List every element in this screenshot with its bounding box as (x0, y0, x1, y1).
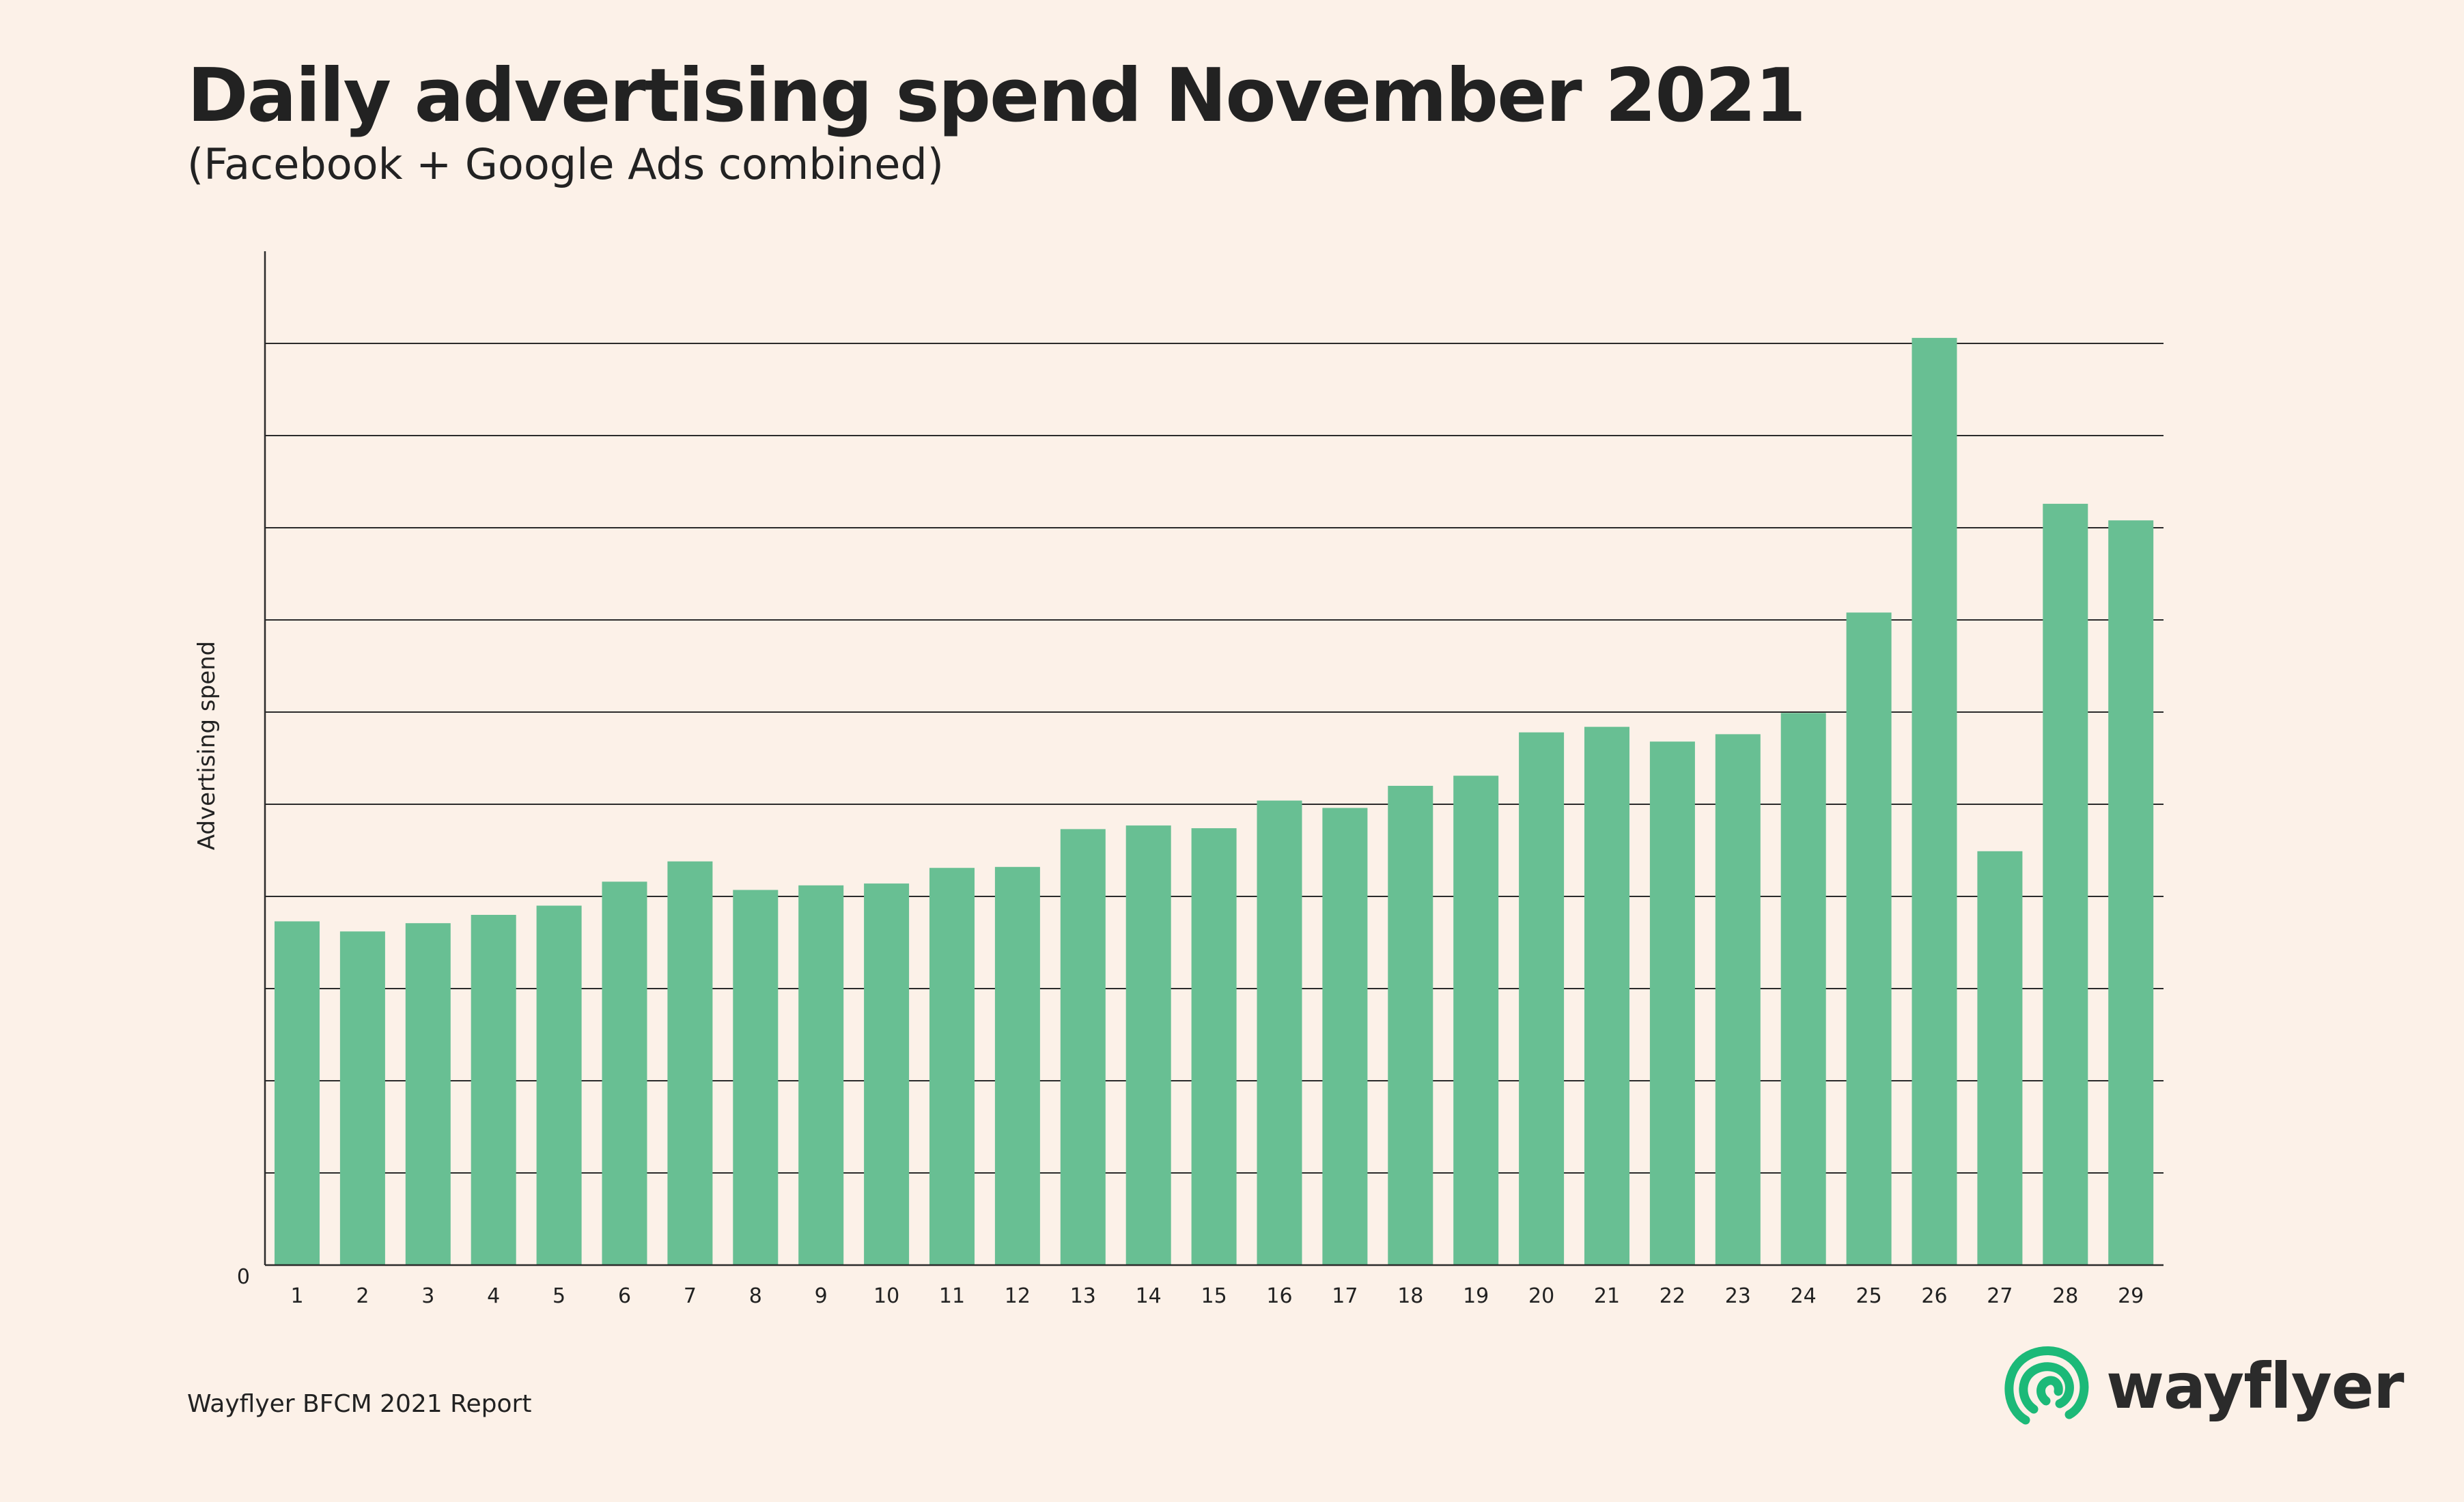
x-tick-label: 24 (1791, 1284, 1817, 1308)
x-tick-label: 1 (290, 1284, 303, 1308)
x-tick-label: 28 (2052, 1284, 2078, 1308)
bar-day-9 (798, 885, 844, 1265)
x-tick-label: 3 (421, 1284, 434, 1308)
bar-day-23 (1715, 734, 1761, 1265)
bar-day-4 (471, 915, 516, 1265)
x-tick-label: 20 (1528, 1284, 1554, 1308)
x-tick-label: 21 (1594, 1284, 1620, 1308)
bar-day-22 (1649, 741, 1695, 1265)
chart-subtitle: (Facebook + Google Ads combined) (187, 139, 944, 189)
brand-name: wayflyer (2106, 1349, 2405, 1423)
wayflyer-logo-icon (2004, 1346, 2089, 1425)
x-tick-label: 11 (939, 1284, 965, 1308)
x-tick-label: 12 (1005, 1284, 1031, 1308)
bars (275, 337, 2154, 1266)
x-tick-label: 23 (1725, 1284, 1751, 1308)
x-tick-label: 19 (1463, 1284, 1489, 1308)
x-tick-label: 15 (1201, 1284, 1227, 1308)
bar-day-7 (667, 861, 713, 1265)
x-tick-label: 14 (1136, 1284, 1162, 1308)
bar-day-3 (405, 923, 451, 1265)
bar-day-18 (1388, 786, 1433, 1265)
x-tick-label: 16 (1266, 1284, 1292, 1308)
bar-day-12 (994, 866, 1040, 1265)
y-tick-label: 0 (237, 1265, 250, 1289)
bar-day-21 (1584, 726, 1629, 1265)
bar-day-1 (275, 921, 320, 1265)
bar-day-14 (1125, 825, 1171, 1265)
y-axis-label: Advertising spend (193, 641, 221, 850)
bar-day-6 (602, 881, 647, 1265)
x-tick-label: 29 (2118, 1284, 2144, 1308)
bar-day-25 (1846, 612, 1892, 1265)
x-tick-label: 4 (487, 1284, 500, 1308)
bar-day-8 (733, 890, 779, 1265)
x-tick-label: 27 (1987, 1284, 2013, 1308)
bar-day-27 (1977, 851, 2023, 1265)
bar-day-2 (339, 931, 385, 1265)
x-tick-label: 9 (815, 1284, 828, 1308)
bar-day-5 (536, 905, 582, 1265)
x-tick-label: 8 (749, 1284, 762, 1308)
x-tick-label: 17 (1332, 1284, 1358, 1308)
bar-day-26 (1912, 337, 1957, 1265)
x-tick-label: 25 (1856, 1284, 1882, 1308)
x-tick-label: 26 (1921, 1284, 1947, 1308)
bar-day-10 (864, 883, 910, 1265)
x-tick-label: 5 (552, 1284, 565, 1308)
x-tick-label: 13 (1070, 1284, 1096, 1308)
bar-day-20 (1519, 732, 1565, 1265)
bar-day-16 (1257, 800, 1302, 1265)
bar-day-15 (1191, 828, 1237, 1265)
bar-day-11 (929, 868, 975, 1265)
axes (264, 251, 2164, 1266)
bar-day-28 (2043, 503, 2088, 1265)
x-tick-label: 7 (684, 1284, 697, 1308)
x-tick-label: 10 (873, 1284, 899, 1308)
chart-title: Daily advertising spend November 2021 (187, 53, 1806, 139)
x-tick-label: 18 (1397, 1284, 1423, 1308)
x-tick-label: 6 (618, 1284, 631, 1308)
wayflyer-logo: wayflyer (1998, 1338, 2405, 1434)
x-tick-labels: 1 2 3 4 5 6 7 8 9 10 11 12 13 14 15 16 17 18 19 20 21 22 23 24 2… (290, 1284, 2144, 1308)
bar-day-19 (1453, 776, 1499, 1265)
bar-day-13 (1060, 829, 1106, 1265)
bar-day-24 (1780, 713, 1826, 1265)
bar-day-29 (2108, 520, 2154, 1266)
bar-day-17 (1322, 808, 1368, 1265)
x-tick-label: 2 (356, 1284, 369, 1308)
x-tick-label: 22 (1660, 1284, 1685, 1308)
footer-source: Wayflyer BFCM 2021 Report (187, 1390, 532, 1418)
